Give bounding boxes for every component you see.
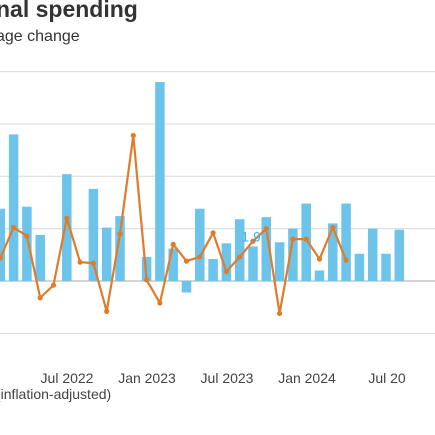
line-point xyxy=(344,257,349,262)
bar xyxy=(315,271,325,281)
bar xyxy=(341,204,351,281)
bar xyxy=(355,254,365,281)
x-tick-label: Jul 2022 xyxy=(41,370,94,386)
x-tick-label: Jul 2023 xyxy=(201,370,254,386)
line-point xyxy=(171,242,176,247)
line-point xyxy=(157,300,162,305)
line-point xyxy=(224,269,229,274)
line-point xyxy=(144,277,149,282)
x-tick-label: Jan 2024 xyxy=(278,370,336,386)
bar xyxy=(208,259,218,281)
line-point xyxy=(78,260,83,265)
bar xyxy=(9,134,19,281)
line-point xyxy=(184,259,189,264)
line-point xyxy=(330,225,335,230)
line-series xyxy=(0,133,349,316)
line-point xyxy=(91,261,96,266)
bar xyxy=(0,209,5,281)
data-label: 1.9 xyxy=(241,228,261,244)
bar xyxy=(195,209,205,281)
line-point xyxy=(304,237,309,242)
bar xyxy=(275,242,285,281)
line-point xyxy=(104,309,109,314)
bar xyxy=(328,223,338,281)
bar xyxy=(381,254,391,281)
line-point xyxy=(131,133,136,138)
line-point xyxy=(264,226,269,231)
line-point xyxy=(64,216,69,221)
line-point xyxy=(237,254,242,259)
bar xyxy=(248,246,258,281)
line-point xyxy=(11,225,16,230)
line-point xyxy=(197,254,202,259)
line-point xyxy=(211,230,216,235)
bar xyxy=(155,82,165,281)
line-point xyxy=(38,295,43,300)
line-point xyxy=(51,283,56,288)
data-labels: 1.9 xyxy=(241,228,261,244)
bar-series xyxy=(0,82,404,292)
x-tick-label: Jul 20 xyxy=(368,370,406,386)
bar xyxy=(35,235,45,281)
source-note: s xyxy=(0,414,1,429)
line-point xyxy=(277,311,282,316)
line-point xyxy=(290,237,295,242)
line-point xyxy=(117,231,122,236)
line-point xyxy=(317,256,322,261)
bar xyxy=(182,281,192,293)
x-tick-label: Jan 2023 xyxy=(118,370,176,386)
bar xyxy=(168,249,178,281)
bar xyxy=(395,230,405,281)
legend-note: (inflation-adjusted) xyxy=(0,386,111,402)
line-point xyxy=(24,233,29,238)
bar xyxy=(368,229,378,281)
bar xyxy=(102,228,112,281)
bar xyxy=(22,207,32,281)
